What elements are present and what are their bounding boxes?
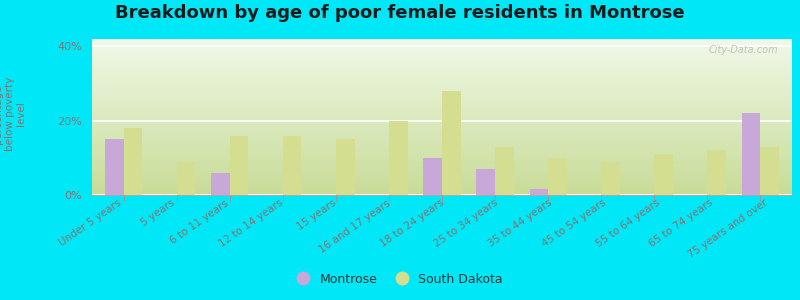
Text: City-Data.com: City-Data.com [708, 45, 778, 55]
Bar [530, 189, 548, 195]
Legend: Montrose, South Dakota: Montrose, South Dakota [292, 268, 508, 291]
Text: 18 to 24 years: 18 to 24 years [378, 198, 446, 250]
Bar [760, 147, 778, 195]
Bar [477, 169, 495, 195]
Text: 55 to 64 years: 55 to 64 years [594, 198, 662, 250]
Text: 5 years: 5 years [139, 198, 177, 228]
Text: 35 to 44 years: 35 to 44 years [486, 198, 554, 250]
Bar [548, 158, 566, 195]
Bar [742, 113, 760, 195]
Bar [106, 139, 124, 195]
Bar [177, 162, 195, 195]
Bar [389, 121, 407, 195]
Text: 16 and 17 years: 16 and 17 years [317, 198, 392, 255]
Bar [601, 162, 620, 195]
Text: 25 to 34 years: 25 to 34 years [432, 198, 500, 250]
Text: 45 to 54 years: 45 to 54 years [540, 198, 607, 250]
Bar [423, 158, 442, 195]
Text: Under 5 years: Under 5 years [57, 198, 123, 248]
Text: 65 to 74 years: 65 to 74 years [648, 198, 715, 250]
Text: percentage
below poverty
level: percentage below poverty level [0, 77, 26, 151]
Text: 75 years and over: 75 years and over [686, 198, 769, 260]
Bar [230, 136, 249, 195]
Bar [211, 173, 230, 195]
Bar [283, 136, 302, 195]
Bar [124, 128, 142, 195]
Bar [654, 154, 673, 195]
Text: 15 years: 15 years [295, 198, 338, 232]
Text: 6 to 11 years: 6 to 11 years [169, 198, 230, 246]
Bar [442, 91, 461, 195]
Bar [336, 139, 354, 195]
Text: Breakdown by age of poor female residents in Montrose: Breakdown by age of poor female resident… [115, 4, 685, 22]
Text: 12 to 14 years: 12 to 14 years [217, 198, 285, 250]
Bar [707, 150, 726, 195]
Bar [495, 147, 514, 195]
